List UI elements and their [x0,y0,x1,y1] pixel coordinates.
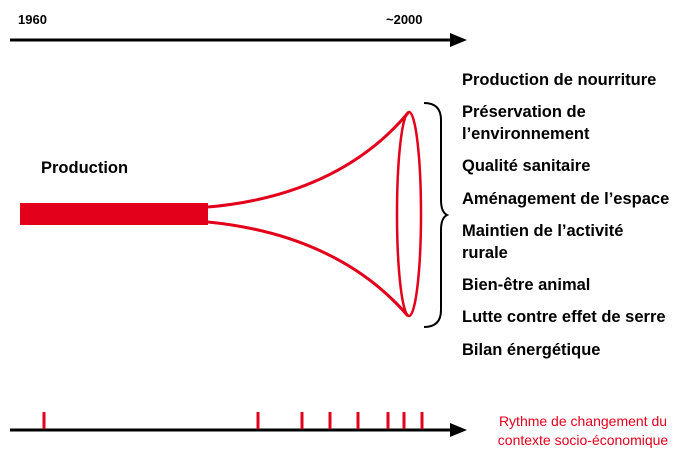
change-tick [256,412,260,429]
function-label: Aménagement de l’espace [462,190,670,208]
function-label: Lutte contre effet de serre [462,308,666,326]
timeline-arrowhead [450,33,467,47]
function-label: Bien-être animal [462,276,591,294]
rhythm-ticks [42,412,424,429]
change-tick [328,412,332,429]
rhythm-label-line2: contexte socio-économique [497,432,669,448]
change-tick [300,412,304,429]
function-label: Préservation de [462,103,586,121]
function-label: Bilan énergétique [462,341,601,359]
funnel-lower-curve [207,220,410,317]
change-tick [356,412,360,429]
change-tick [402,412,406,429]
funnel-mouth [395,110,423,318]
functions-brace [423,102,450,328]
timeline-end-label: ~2000 [386,12,423,27]
rhythm-arrowhead [450,423,467,437]
timeline-start-label: 1960 [18,12,47,27]
function-label: Production de nourriture [462,71,657,89]
function-label: l’environnement [462,125,590,143]
production-label: Production [41,159,129,177]
function-label: Qualité sanitaire [462,157,591,175]
production-bar [20,203,208,225]
change-tick [420,412,424,429]
rhythm-label-line1: Rythme de changement du [498,413,668,429]
change-tick [386,412,390,429]
funnel-upper-curve [207,112,410,209]
function-label: Maintien de l’activité [462,222,624,240]
function-label: rurale [462,244,508,262]
change-tick [42,412,46,429]
